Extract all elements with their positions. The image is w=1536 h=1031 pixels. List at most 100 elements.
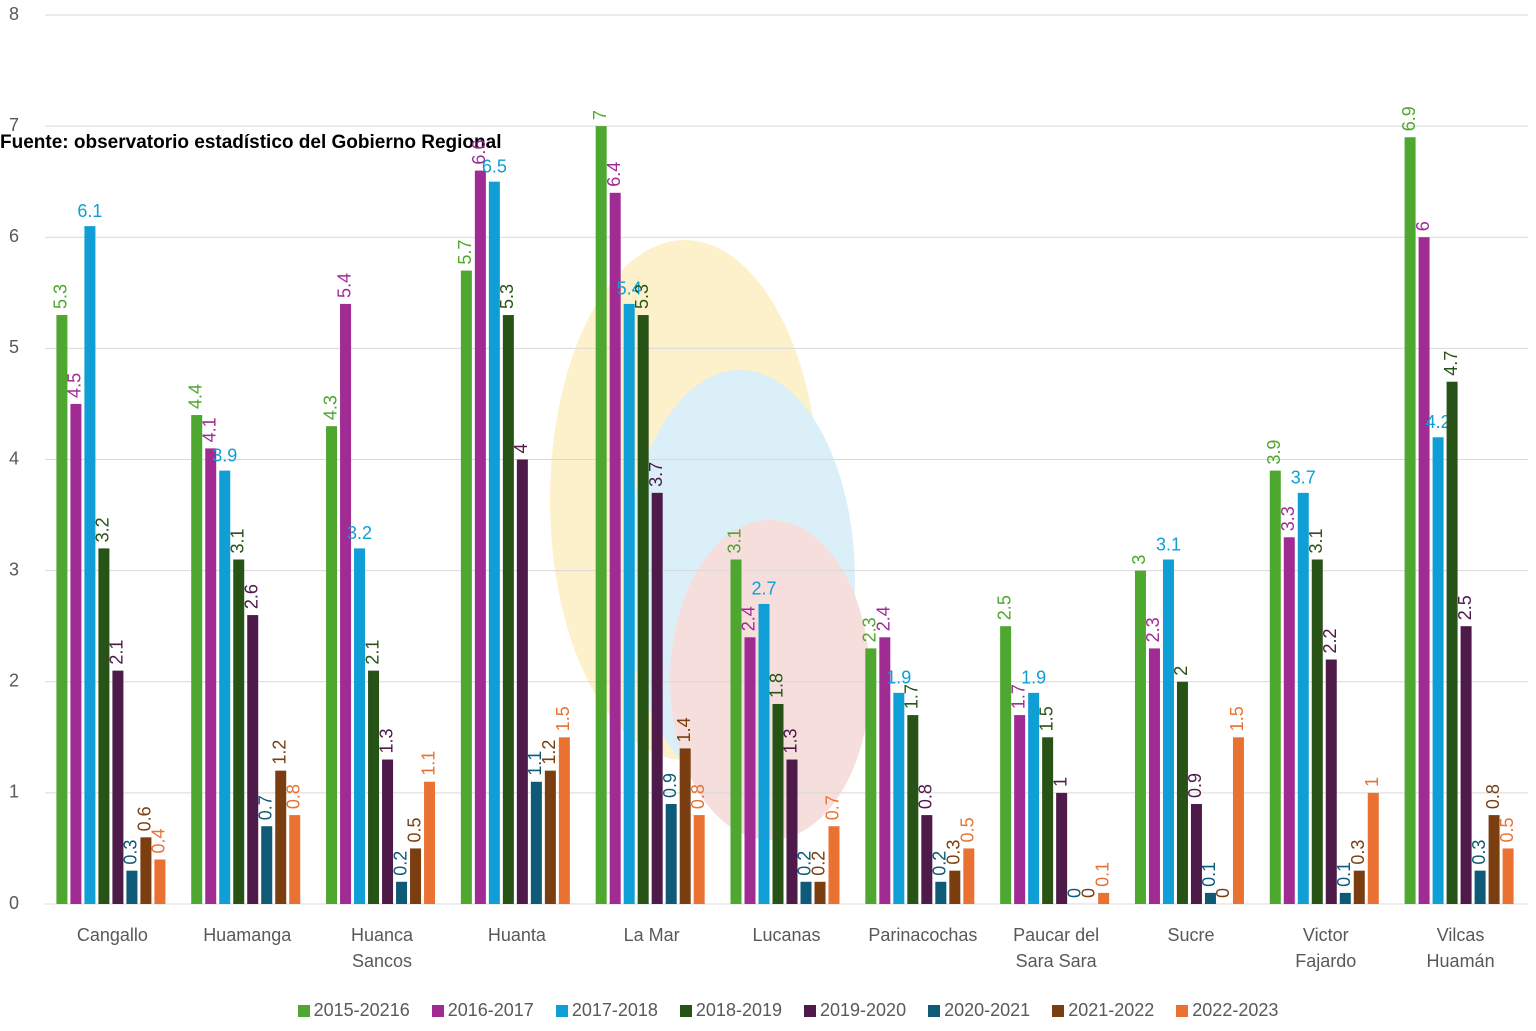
data-label: 0.9: [1185, 773, 1205, 798]
bar: [126, 870, 138, 904]
data-label: 4.5: [65, 373, 85, 398]
bar: [1488, 815, 1500, 904]
data-label: 2.5: [1455, 595, 1475, 620]
bar: [1404, 137, 1416, 905]
bar: [730, 559, 742, 904]
legend-item: 2019-2020: [804, 1000, 906, 1021]
data-label: 2.3: [1143, 617, 1163, 642]
legend-swatch: [804, 1004, 816, 1017]
y-tick-label: 6: [9, 226, 19, 246]
data-label: 6.1: [77, 201, 102, 221]
data-label: 2.2: [1320, 628, 1340, 653]
legend-item: 2016-2017: [431, 1000, 534, 1021]
bar: [1297, 492, 1309, 904]
bar: [233, 559, 245, 904]
data-label: 0.4: [149, 829, 169, 854]
bar: [1446, 381, 1458, 904]
legend-item: 2015-20216: [297, 1000, 410, 1021]
data-label: 0.2: [390, 851, 410, 876]
bar: [637, 315, 649, 905]
x-tick-label: Parinacochas: [868, 925, 978, 945]
legend-label: 2020-2021: [944, 1000, 1031, 1020]
bar: [1042, 737, 1054, 904]
bar: [544, 770, 556, 904]
data-label: 5.7: [455, 240, 475, 265]
y-tick-label: 1: [9, 782, 19, 802]
data-label: 1.8: [767, 673, 787, 698]
data-label: 1.9: [886, 668, 911, 688]
data-label: 3.9: [212, 445, 237, 465]
data-label: 5.3: [632, 284, 652, 309]
bar: [460, 270, 472, 904]
legend-item: 2018-2019: [679, 1000, 782, 1021]
data-label: 1: [1362, 777, 1382, 787]
bar: [679, 748, 691, 904]
bar: [786, 759, 798, 904]
data-label: 0.8: [688, 784, 708, 809]
bar: [112, 670, 124, 904]
data-label: 0.1: [1334, 862, 1354, 887]
data-label: 3.3: [1278, 506, 1298, 531]
x-tick-label: Cangallo: [76, 925, 148, 945]
bar: [1269, 470, 1281, 904]
legend-swatch: [679, 1004, 692, 1017]
legend-label: 2019-2020: [820, 1000, 907, 1020]
data-label: 4: [511, 443, 531, 453]
x-tick-label: Vilcas Huamán: [1426, 925, 1495, 971]
data-label: 0.3: [121, 840, 141, 865]
data-label: 0.9: [660, 773, 680, 798]
bar: [1432, 437, 1444, 904]
bar: [354, 548, 366, 904]
bar: [1283, 537, 1295, 904]
bar: [1367, 792, 1379, 904]
data-label: 0: [1213, 888, 1233, 898]
bar: [396, 881, 408, 904]
x-tick-label: La Mar: [623, 925, 680, 945]
y-tick-label: 7: [9, 115, 19, 135]
data-label: 0.5: [1497, 817, 1517, 842]
bar: [502, 315, 514, 905]
x-tick-label: Sucre: [1167, 925, 1215, 945]
legend-swatch: [555, 1004, 568, 1017]
bar: [516, 459, 528, 904]
data-label: 0.2: [809, 851, 829, 876]
data-label: 2.4: [739, 606, 759, 631]
data-label: 2.5: [994, 595, 1014, 620]
data-label: 1.5: [1036, 706, 1056, 731]
bar: [140, 837, 152, 904]
bar: [1474, 870, 1486, 904]
bar: [530, 781, 542, 904]
data-label: 0.2: [795, 851, 815, 876]
data-label: 0.3: [944, 840, 964, 865]
y-tick-label: 2: [9, 671, 19, 691]
bar: [865, 648, 877, 904]
y-tick-label: 8: [9, 4, 19, 24]
data-label: 3.7: [1291, 468, 1316, 488]
legend-label: 2022-2023: [1192, 1000, 1279, 1020]
legend-swatch: [431, 1004, 444, 1017]
bar: [70, 403, 82, 904]
data-label: 4.3: [320, 395, 340, 420]
bar: [424, 781, 436, 904]
data-label: 1.2: [269, 740, 289, 765]
data-label: 5.3: [51, 284, 71, 309]
legend-item: 2021-2022: [1052, 1000, 1154, 1021]
bar: [651, 492, 663, 904]
bar: [744, 637, 756, 904]
bar: [623, 303, 635, 904]
legend-swatch: [1052, 1004, 1065, 1017]
legend-label: 2015-20216: [313, 1000, 410, 1020]
x-tick-label: Victor Fajardo: [1295, 925, 1357, 971]
bar: [949, 870, 961, 904]
bar: [1148, 648, 1160, 904]
bar: [772, 703, 784, 904]
legend-swatch: [928, 1004, 941, 1017]
data-label: 1.5: [1227, 706, 1247, 731]
bar: [474, 170, 486, 904]
data-label: 3.1: [1156, 534, 1181, 554]
data-label: 5.3: [497, 284, 517, 309]
data-label: 3: [1129, 555, 1149, 565]
y-tick-label: 0: [9, 893, 19, 913]
bar: [382, 759, 394, 904]
